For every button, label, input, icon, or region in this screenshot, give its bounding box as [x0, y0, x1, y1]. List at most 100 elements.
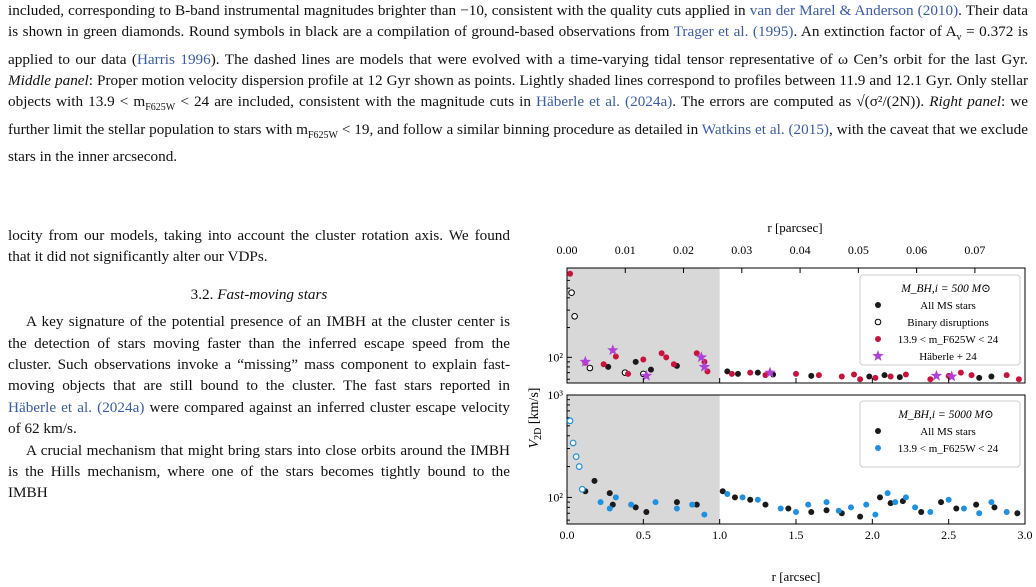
legend-marker — [874, 318, 882, 326]
legend-marker — [872, 350, 884, 361]
legend-label: Binary disruptions — [907, 317, 989, 329]
data-point-mag-cut — [689, 501, 696, 508]
data-point-mag-cut — [1015, 376, 1022, 383]
data-point-mag-cut — [1003, 372, 1010, 379]
data-point-ms — [673, 499, 680, 506]
data-point-mag-cut — [578, 485, 586, 493]
citation-link[interactable]: Häberle et al. (2024a) — [8, 398, 145, 416]
data-point-ms — [647, 366, 654, 373]
data-point-ms — [918, 509, 925, 516]
figure: r [parcsec] r [arcsec] V2D [km/s] 10² 10³… — [520, 218, 1036, 584]
legend-marker — [875, 336, 881, 342]
section-heading: 3.2. Fast-moving stars — [190, 285, 328, 303]
data-point-ms — [823, 507, 830, 514]
data-point-mag-cut — [597, 499, 604, 506]
paragraph: locity from our models, taking into acco… — [8, 227, 510, 266]
data-point-mag-cut — [857, 376, 864, 383]
data-point-mag-cut — [960, 505, 967, 512]
x-tick-label: 3.0 — [1018, 528, 1033, 542]
legend-marker — [875, 445, 881, 451]
x-tick-label: 2.0 — [865, 528, 880, 542]
data-point-ms — [973, 501, 980, 508]
data-point-mag-cut — [847, 504, 854, 511]
data-point-mag-cut — [884, 490, 891, 497]
data-point-ms — [991, 504, 998, 511]
data-point-ms — [938, 499, 945, 506]
data-point-mag-cut — [1003, 509, 1010, 516]
citation-link[interactable]: van der Marel & Anderson (2010) — [749, 2, 959, 19]
x-tick-label: 1.0 — [712, 528, 727, 542]
data-point-binary — [571, 312, 578, 320]
data-point-ms — [988, 373, 995, 380]
data-point-mag-cut — [872, 374, 879, 381]
body-column: locity from our models, taking into acco… — [8, 225, 510, 504]
data-point-mag-cut — [747, 369, 754, 376]
data-point-mag-cut — [575, 463, 583, 470]
data-point-mag-cut — [640, 356, 647, 363]
data-point-mag-cut — [625, 370, 632, 377]
citation-link[interactable]: Trager et al. (1995) — [673, 23, 794, 41]
data-point-mag-cut — [823, 499, 830, 506]
data-point-ms — [881, 372, 888, 379]
legend-label: 13.9 < m_F625W < 24 — [898, 334, 999, 346]
data-point-mag-cut — [793, 370, 799, 377]
paragraph: A key signature of the potential presenc… — [8, 313, 511, 438]
y-tick-label: 10² — [547, 490, 563, 504]
data-point-mag-cut — [863, 501, 870, 508]
right-panel-label: Right panel — [929, 93, 1001, 111]
data-point-mag-cut — [652, 499, 659, 506]
data-point-ms — [1014, 510, 1021, 517]
x-tick-label: 1.5 — [789, 528, 804, 542]
top-tick-label: 0.03 — [731, 243, 752, 257]
data-point-binary — [586, 364, 594, 372]
paragraph: A crucial mechanism that might bring sta… — [8, 441, 510, 502]
legend-label: Häberle + 24 — [919, 351, 977, 363]
top-tick-label: 0.04 — [790, 243, 811, 257]
middle-panel-label: Middle panel — [8, 71, 89, 89]
data-point-ms — [731, 494, 738, 501]
top-tick-label: 0.06 — [906, 243, 927, 257]
data-point-mag-cut — [835, 507, 842, 514]
data-point-ms — [857, 513, 864, 520]
data-point-ms — [808, 509, 815, 516]
bottom-axis-label: r [arcsec] — [772, 569, 821, 583]
citation-link[interactable]: Häberle et al. (2024a) — [536, 93, 673, 111]
data-point-ms — [762, 501, 769, 508]
data-point-mag-cut — [927, 509, 934, 516]
data-point-mag-cut — [673, 505, 680, 512]
data-point-mag-cut — [754, 496, 761, 503]
data-point-mag-cut — [628, 501, 635, 508]
top-tick-label: 0.05 — [848, 243, 869, 257]
data-point-ms — [887, 500, 894, 507]
data-point-mag-cut — [912, 504, 919, 511]
data-point-mag-cut — [887, 373, 894, 380]
data-point-mag-cut — [569, 439, 577, 447]
legend-box — [859, 274, 1021, 366]
legend-label: All MS stars — [920, 426, 976, 438]
figure-caption: included, corresponding to B-band instru… — [8, 2, 1029, 165]
legend-label: All MS stars — [920, 300, 976, 312]
data-point-haberle — [640, 369, 653, 381]
data-point-mag-cut — [872, 511, 879, 518]
data-point-mag-cut — [805, 501, 812, 508]
x-tick-label: 0.0 — [560, 528, 575, 542]
citation-link[interactable]: Watkins et al. (2015) — [701, 120, 829, 138]
caption-line4: The dashed lines are models that were ev… — [224, 50, 1028, 68]
legend-title: M_BH,i = 500 M⊙ — [900, 283, 991, 295]
data-point-ms — [808, 372, 815, 379]
x-tick-label: 2.5 — [941, 528, 956, 542]
top-tick-label: 0.07 — [964, 243, 985, 257]
data-point-ms — [976, 374, 983, 381]
data-point-mag-cut — [606, 505, 613, 512]
data-point-mag-cut — [968, 372, 975, 379]
data-point-binary — [568, 289, 575, 297]
data-point-ms — [747, 496, 754, 503]
y-tick-label: 10² — [547, 350, 563, 364]
data-point-mag-cut — [739, 494, 746, 501]
top-tick-label: 0.02 — [673, 243, 694, 257]
data-point-ms — [719, 488, 726, 495]
citation-link[interactable]: Harris 1996 — [136, 50, 211, 68]
data-point-haberle — [695, 351, 708, 363]
data-point-haberle — [607, 344, 619, 356]
data-point-mag-cut — [658, 350, 665, 357]
